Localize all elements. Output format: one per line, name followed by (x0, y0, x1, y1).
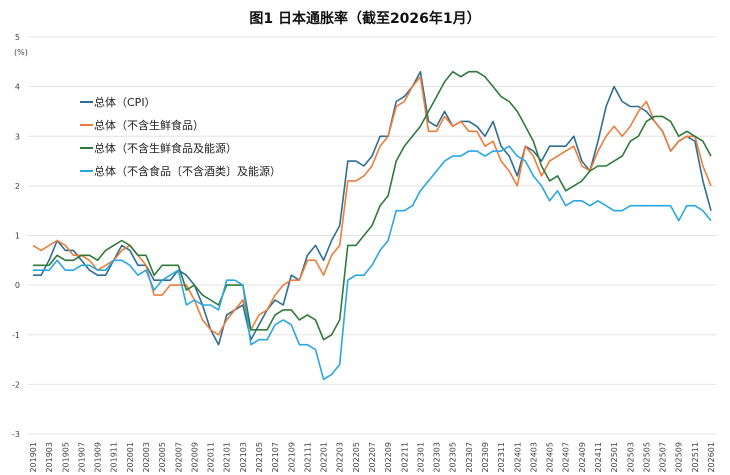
x-tick-label: 202303 (433, 442, 442, 473)
x-tick-label: 202107 (271, 442, 280, 473)
y-axis-unit-label: (%) (14, 48, 28, 57)
x-tick-label: 202205 (352, 442, 361, 473)
x-tick-label: 202105 (255, 442, 264, 473)
x-tick-label: 202407 (562, 442, 571, 473)
y-tick-label: 5 (15, 33, 20, 42)
series-line-3 (33, 145, 712, 381)
y-tick-label: 2 (15, 182, 20, 191)
y-tick-label: 0 (15, 281, 20, 290)
y-tick-label: 4 (15, 83, 20, 92)
x-tick-label: 202411 (594, 442, 603, 473)
x-tick-label: 202201 (320, 442, 329, 473)
x-tick-label: 202507 (659, 442, 668, 473)
x-tick-label: 201911 (110, 442, 119, 473)
y-tick-label: -1 (12, 331, 20, 340)
x-tick-label: 202007 (174, 442, 183, 473)
x-tick-label: 202503 (626, 442, 635, 473)
x-tick-label: 202505 (642, 442, 651, 473)
x-tick-label: 201909 (94, 442, 103, 473)
y-tick-label: 1 (15, 232, 20, 241)
x-tick-label: 202501 (610, 442, 619, 473)
x-tick-label: 201905 (61, 442, 70, 473)
x-tick-label: 202003 (142, 442, 151, 473)
x-tick-label: 202307 (465, 442, 474, 473)
x-tick-label: 202009 (190, 442, 199, 473)
x-tick-label: 202401 (513, 442, 522, 473)
legend-label: 总体（不含生鲜食品及能源） (94, 141, 237, 155)
legend-label: 总体（不含食品〔不含酒类〕及能源） (94, 164, 281, 178)
x-tick-label: 202101 (223, 442, 232, 473)
x-tick-label: 202309 (481, 442, 490, 473)
y-tick-label: 3 (15, 132, 20, 141)
x-tick-label: 202103 (239, 442, 248, 473)
x-tick-label: 202203 (336, 442, 345, 473)
series-line-2 (33, 70, 712, 341)
x-tick-label: 202005 (158, 442, 167, 473)
x-tick-label: 202207 (368, 442, 377, 473)
x-tick-label: 202305 (449, 442, 458, 473)
x-tick-label: 202301 (416, 442, 425, 473)
x-tick-label: 201907 (77, 442, 86, 473)
x-tick-label: 202311 (497, 442, 506, 473)
x-tick-label: 202601 (707, 442, 716, 473)
x-tick-label: 202511 (691, 442, 700, 473)
x-tick-label: 202211 (400, 442, 409, 473)
series-line-1 (32, 75, 712, 336)
x-tick-label: 202001 (126, 442, 135, 473)
x-tick-label: 202403 (529, 442, 538, 473)
x-tick-label: 202405 (546, 442, 555, 473)
x-tick-label: 202509 (675, 442, 684, 473)
x-tick-label: 202409 (578, 442, 587, 473)
y-tick-label: -2 (12, 380, 20, 389)
x-tick-label: 201901 (29, 442, 38, 473)
x-tick-label: 202111 (303, 442, 312, 473)
x-tick-label: 202109 (287, 442, 296, 473)
y-tick-label: -3 (12, 430, 20, 439)
chart-title: 图1 日本通胀率（截至2026年1月） (249, 10, 480, 27)
legend-label: 总体（不含生鲜食品） (94, 118, 204, 132)
x-tick-label: 201903 (45, 442, 54, 473)
legend-label: 总体（CPI） (94, 95, 156, 109)
x-tick-label: 202011 (207, 442, 216, 473)
x-tick-label: 202209 (384, 442, 393, 473)
